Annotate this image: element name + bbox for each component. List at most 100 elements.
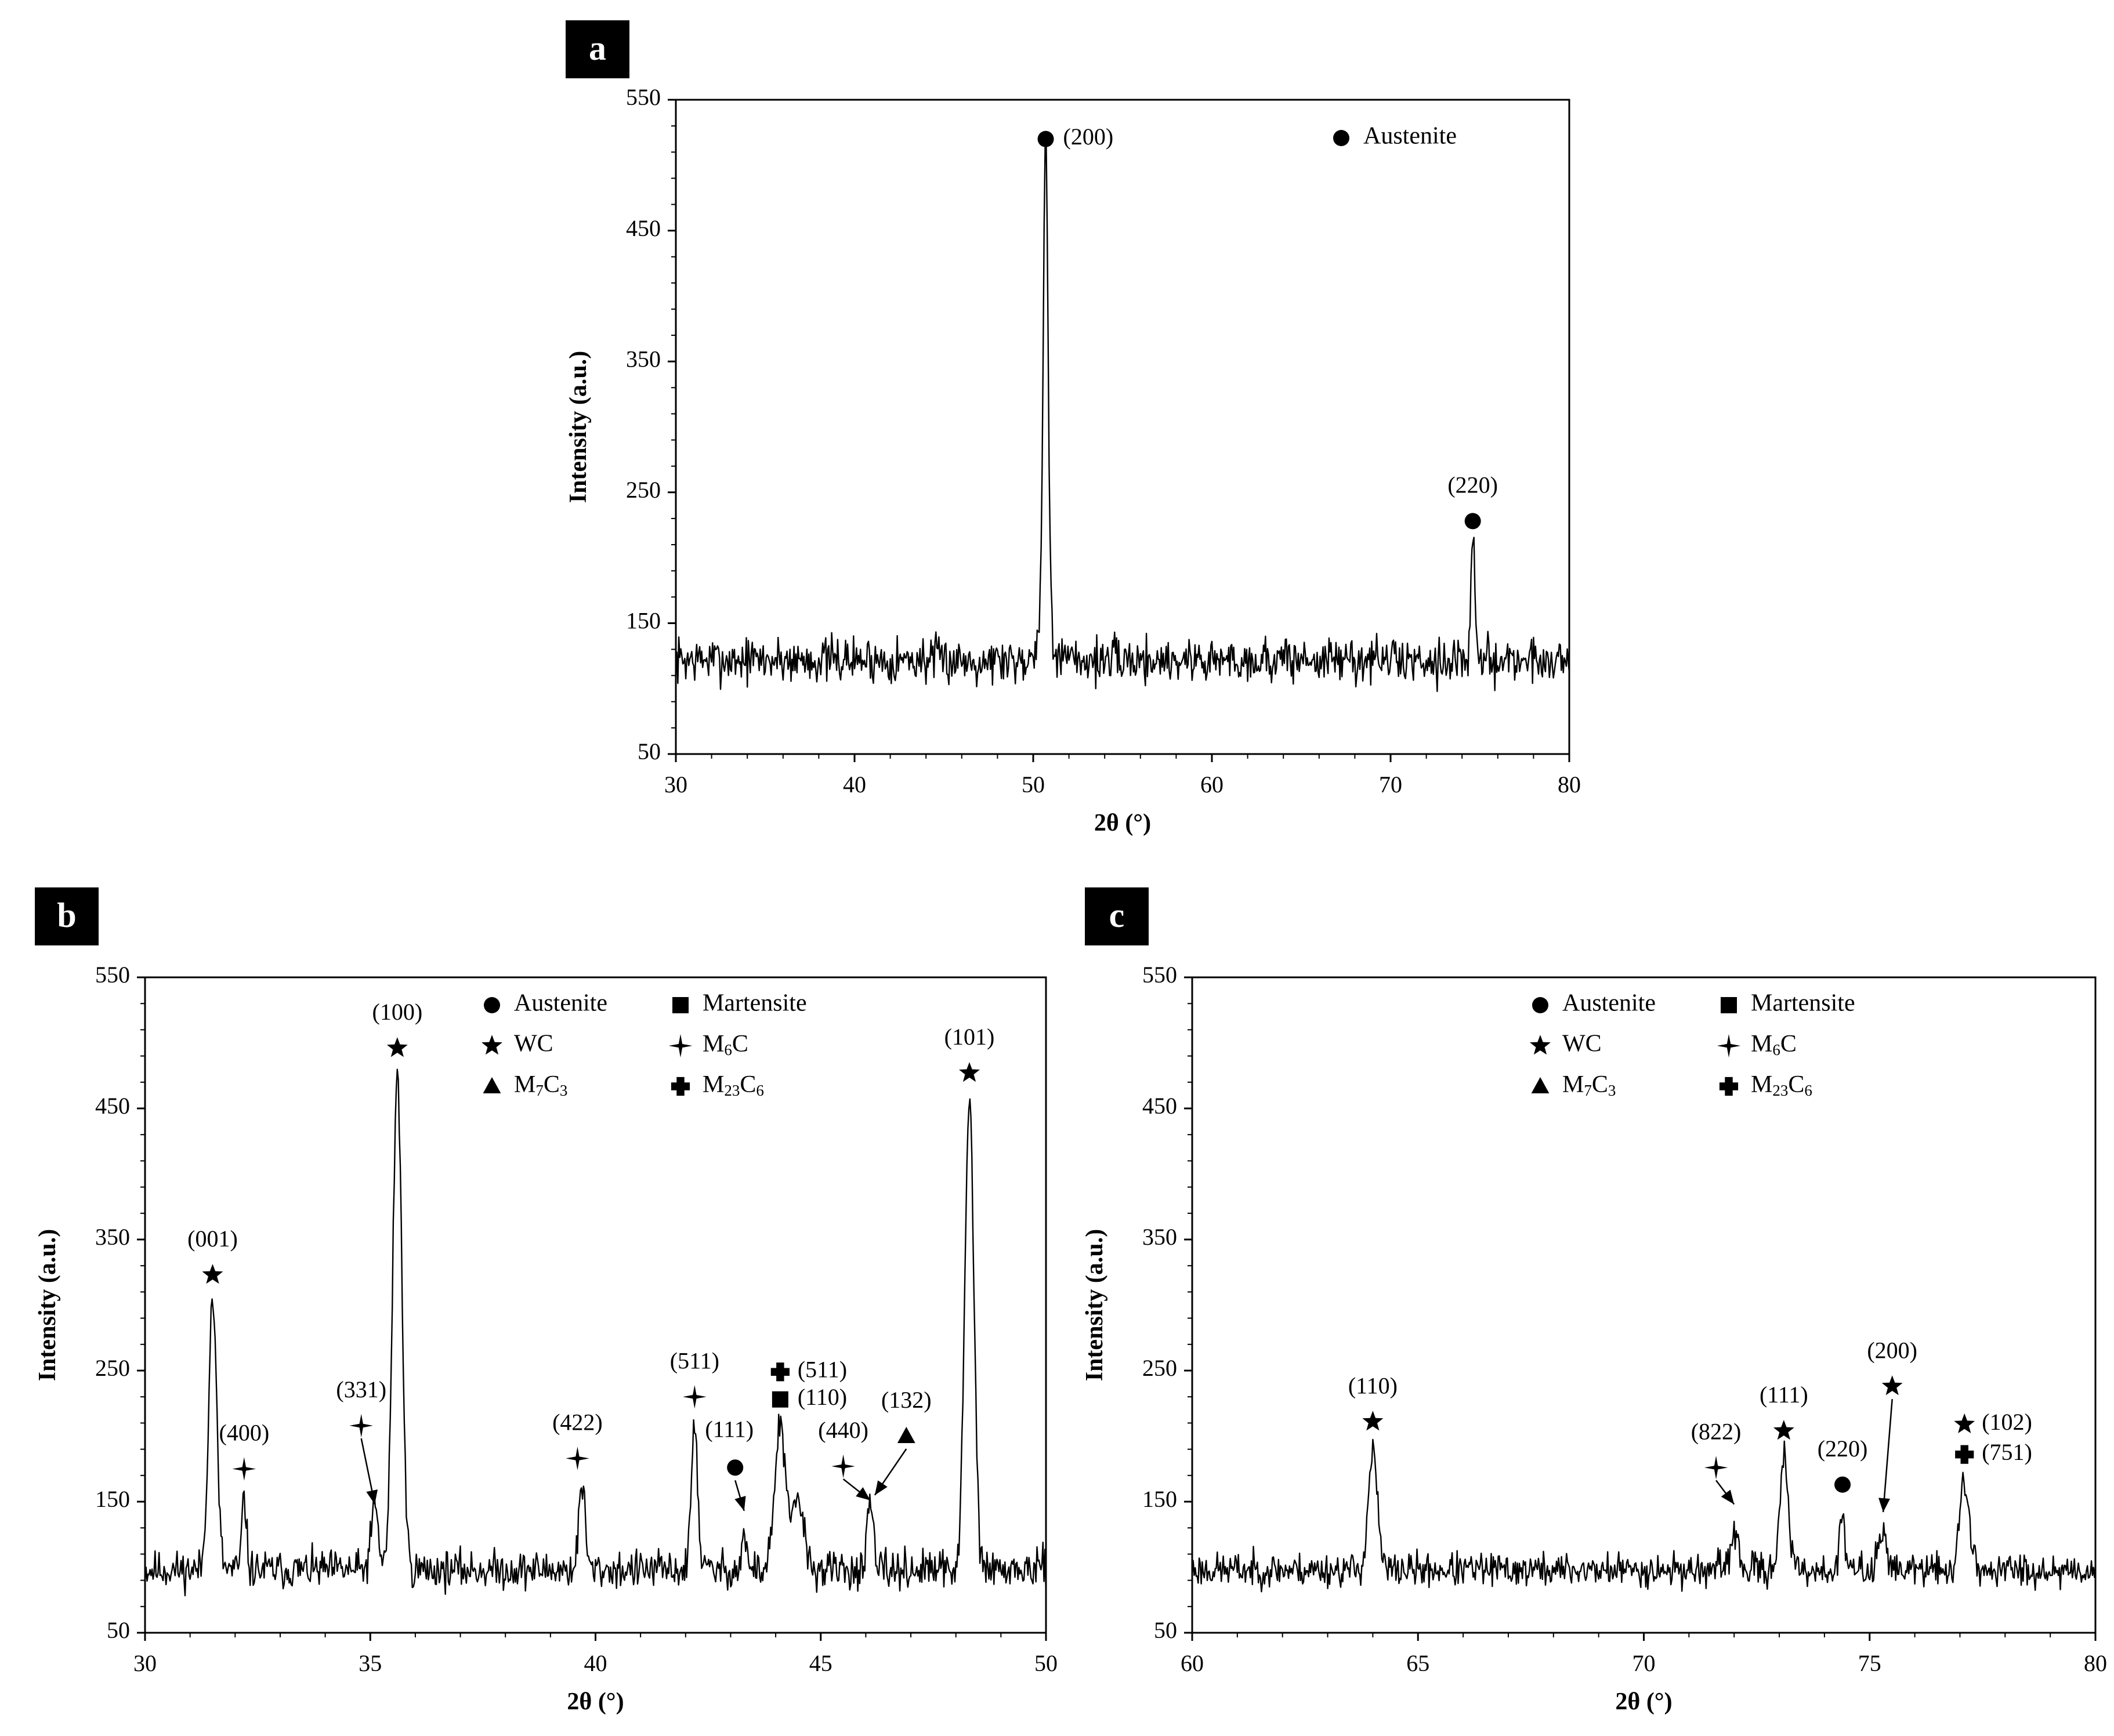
legend-label-part: M: [1562, 1071, 1584, 1098]
panel-b: b 50 150 250 350 450 550 30 35 40 45 50 2θ (°) Intens…: [34, 887, 1058, 1715]
x-tick-label: 50: [1022, 771, 1045, 798]
annotation-arrow-head: [1878, 1498, 1890, 1513]
legend-label-part: C: [740, 1071, 756, 1098]
peak-marker-cross: [1955, 1445, 1974, 1464]
legend-label-subscript: 23: [724, 1082, 740, 1099]
legend-label-part: C: [732, 1031, 748, 1057]
x-tick-label: 70: [1632, 1650, 1656, 1676]
legend-marker-cross: [1719, 1077, 1739, 1096]
peak-annotation-label: (220): [1818, 1436, 1868, 1462]
legend-marker-star4: [1717, 1034, 1741, 1058]
peak-marker-square: [772, 1391, 788, 1408]
peak-annotation-label: (132): [881, 1387, 932, 1413]
y-axis-title: Intensity (a.u.): [34, 1229, 61, 1382]
y-tick-label: 150: [1142, 1486, 1177, 1512]
legend-marker-triangle: [483, 1077, 501, 1093]
legend-label: Martensite: [1751, 990, 1855, 1017]
y-tick-label: 50: [638, 738, 661, 764]
peak-annotation-label: (111): [705, 1416, 754, 1442]
peak-annotation-label: (102): [1982, 1409, 2032, 1435]
legend-marker-star5: [1530, 1035, 1551, 1055]
x-tick-label: 30: [664, 771, 687, 798]
legend-marker-circle: [1333, 130, 1349, 146]
legend-label-subscript: 7: [1584, 1082, 1592, 1099]
peak-annotation-label: (200): [1867, 1337, 1917, 1363]
legend-label: M7C3: [1562, 1071, 1616, 1100]
peak-annotation-label: (422): [552, 1409, 603, 1436]
panel-a: a 50 150 250 350 450 550 30 40 50 60 70 80 2θ (°) Inte…: [565, 20, 1581, 836]
x-axis-title: 2θ (°): [1094, 810, 1151, 836]
peak-annotation-label: (822): [1691, 1418, 1742, 1444]
diffraction-series-line: [675, 133, 1570, 693]
y-tick-label: 550: [626, 84, 661, 110]
peak-marker-triangle: [897, 1427, 915, 1443]
legend-label-part: M: [703, 1071, 724, 1098]
x-tick-label: 65: [1406, 1650, 1429, 1676]
legend-label: WC: [1562, 1031, 1602, 1057]
x-tick-label: 50: [1034, 1650, 1058, 1676]
peak-marker-cross: [770, 1362, 790, 1382]
legend-marker-square: [672, 997, 689, 1013]
diffraction-series-line: [1191, 1438, 2097, 1593]
peak-annotation-label: (110): [798, 1384, 847, 1410]
peak-annotation-label: (200): [1063, 124, 1114, 150]
legend-label-part: M: [1751, 1031, 1772, 1057]
y-tick-label: 50: [1154, 1617, 1177, 1643]
panel-label: c: [1109, 896, 1125, 934]
peak-marker-star4: [566, 1447, 589, 1470]
legend-label-subscript: 6: [724, 1041, 732, 1059]
y-tick-label: 450: [626, 215, 661, 241]
panel-label-box: [566, 20, 629, 78]
legend-marker-triangle: [1531, 1077, 1550, 1093]
legend-label-subscript: 23: [1772, 1082, 1788, 1099]
x-tick-label: 60: [1181, 1650, 1204, 1676]
legend-label-part: M: [703, 1031, 724, 1057]
legend-label-subscript: 3: [1608, 1082, 1616, 1099]
y-tick-label: 250: [1142, 1355, 1177, 1381]
plot-frame: [144, 976, 1047, 1634]
peak-annotation-label: (111): [1760, 1382, 1808, 1408]
peak-marker-star5: [1881, 1375, 1903, 1396]
legend-label-part: M: [514, 1071, 535, 1098]
legend-label: Austenite: [514, 990, 607, 1017]
x-axis-title: 2θ (°): [567, 1688, 624, 1715]
x-tick-label: 40: [843, 771, 866, 798]
peak-marker-star5: [386, 1037, 408, 1057]
legend-label-part: C: [544, 1071, 560, 1098]
peak-annotation-label: (001): [187, 1226, 238, 1252]
x-tick-label: 80: [2084, 1650, 2107, 1676]
y-tick-label: 450: [95, 1093, 130, 1119]
legend-label: M23C6: [703, 1071, 764, 1100]
legend-label-part: M: [1751, 1071, 1772, 1098]
legend-label-subscript: 6: [756, 1082, 764, 1099]
y-tick-label: 350: [95, 1224, 130, 1250]
y-tick-label: 150: [95, 1486, 130, 1512]
legend-label-subscript: 6: [1772, 1041, 1780, 1059]
peak-annotation-label: (101): [944, 1024, 995, 1050]
legend-marker-circle: [484, 997, 500, 1013]
peak-annotation-label: (331): [336, 1376, 386, 1402]
peak-marker-star5: [202, 1264, 223, 1284]
x-tick-label: 70: [1379, 771, 1402, 798]
legend-label-subscript: 3: [560, 1082, 568, 1099]
peak-marker-star5: [1362, 1411, 1384, 1431]
peak-marker-star4: [1704, 1455, 1728, 1480]
panel-c: c 50 150 250 350 450 550 60 65 70 75 80 2θ (°) Intens…: [1081, 887, 2107, 1715]
annotation-arrow-head: [734, 1495, 746, 1511]
y-tick-label: 350: [1142, 1224, 1177, 1250]
plot-frame: [675, 99, 1570, 755]
y-tick-label: 50: [107, 1617, 130, 1643]
legend-marker-star4: [668, 1034, 693, 1058]
peak-marker-circle: [727, 1459, 744, 1476]
plot-frame: [1191, 976, 2097, 1634]
legend-label-part: C: [1780, 1031, 1797, 1057]
legend-marker-star5: [482, 1035, 502, 1055]
panel-label-box: [35, 887, 99, 945]
peak-marker-star5: [1954, 1413, 1975, 1433]
x-tick-label: 80: [1558, 771, 1581, 798]
legend-marker-circle: [1532, 997, 1548, 1013]
y-tick-label: 250: [626, 477, 661, 503]
legend-label-part: C: [1592, 1071, 1608, 1098]
y-tick-label: 250: [95, 1355, 130, 1381]
peak-marker-star4: [349, 1414, 374, 1438]
